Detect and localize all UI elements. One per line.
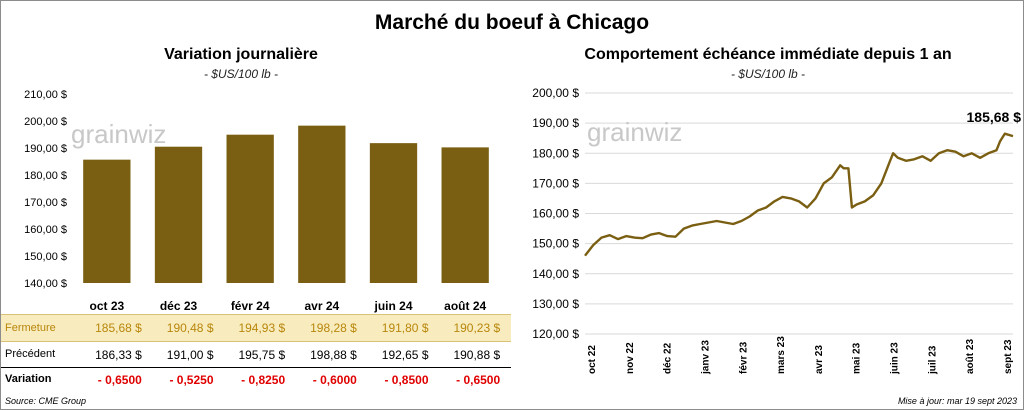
x-tick-label: août 24 bbox=[444, 299, 486, 313]
source-note: Source: CME Group bbox=[5, 396, 87, 406]
y-tick-label: 150,00 $ bbox=[532, 237, 579, 251]
line-watermark: grainwiz bbox=[587, 117, 682, 147]
line-chart: 120,00 $ 130,00 $ 140,00 $ 150,00 $ 160,00 $… bbox=[532, 86, 1022, 375]
x-tick-label: avr 24 bbox=[304, 299, 339, 313]
y-tick-label: 140,00 $ bbox=[24, 278, 67, 290]
table-cell: 192,65 $ bbox=[381, 348, 429, 362]
change-label: Variation bbox=[5, 373, 52, 385]
x-tick-label: nov 22 bbox=[625, 342, 636, 374]
bar bbox=[154, 146, 203, 283]
y-tick-label: 150,00 $ bbox=[24, 251, 67, 263]
table-cell: 190,88 $ bbox=[453, 348, 501, 362]
x-tick-label: sept 23 bbox=[1003, 339, 1014, 374]
bar bbox=[83, 159, 131, 283]
y-tick-label: 210,00 $ bbox=[24, 89, 67, 101]
close-row: Fermeture bbox=[1, 314, 511, 342]
table-cell: 190,48 $ bbox=[166, 321, 214, 335]
close-label: Fermeture bbox=[5, 322, 56, 334]
y-tick-label: 160,00 $ bbox=[24, 224, 67, 236]
x-tick-label: déc 22 bbox=[663, 342, 674, 374]
y-tick-label: 120,00 $ bbox=[532, 327, 579, 341]
watermark-text: grainwiz bbox=[587, 117, 682, 147]
table-cell: 191,00 $ bbox=[166, 348, 214, 362]
bar bbox=[369, 143, 418, 283]
y-tick-label: 140,00 $ bbox=[532, 267, 579, 281]
bar-chart-unit: - $US/100 lb - bbox=[203, 67, 279, 81]
bar-watermark: grainwiz bbox=[71, 119, 166, 149]
table-cell: - 0,5250 bbox=[169, 373, 214, 387]
table-cell: 195,75 $ bbox=[238, 348, 286, 362]
bar-chart: grainwiz 140,00 $ 150,00 $ 160,00 $ 170,00 $… bbox=[24, 89, 489, 313]
x-tick-label: févr 24 bbox=[231, 299, 270, 313]
line-chart-unit: - $US/100 lb - bbox=[730, 67, 806, 81]
y-tick-label: 130,00 $ bbox=[532, 297, 579, 311]
bar-chart-title: Variation journalière bbox=[164, 46, 318, 63]
table-cell: - 0,8250 bbox=[241, 373, 286, 387]
table-cell: 194,93 $ bbox=[238, 321, 286, 335]
y-tick-label: 200,00 $ bbox=[532, 86, 579, 100]
y-tick-label: 180,00 $ bbox=[532, 146, 579, 160]
table-cell: 198,28 $ bbox=[310, 321, 357, 335]
x-tick-label: déc 23 bbox=[160, 299, 198, 313]
main-title: Marché du boeuf à Chicago bbox=[374, 11, 650, 34]
bar bbox=[441, 147, 489, 283]
table-cell: 186,33 $ bbox=[95, 348, 142, 362]
x-tick-label: juin 24 bbox=[373, 299, 412, 313]
y-tick-label: 190,00 $ bbox=[24, 143, 67, 155]
x-tick-label: avr 23 bbox=[814, 345, 825, 374]
change-row: Variation bbox=[1, 368, 511, 392]
x-tick-label: mai 23 bbox=[852, 342, 863, 374]
y-tick-label: 160,00 $ bbox=[532, 207, 579, 221]
x-tick-label: juin 23 bbox=[890, 342, 901, 375]
table-cell: 191,80 $ bbox=[381, 321, 429, 335]
x-tick-label: janv 23 bbox=[700, 340, 711, 375]
line-chart-title: Comportement échéance immédiate depuis 1… bbox=[584, 46, 952, 63]
price-line bbox=[584, 132, 1014, 257]
previous-row: Précédent bbox=[1, 341, 511, 368]
y-tick-label: 200,00 $ bbox=[24, 116, 67, 128]
last-value-label: 185,68 $ bbox=[967, 109, 1022, 125]
x-tick-label: févr 23 bbox=[738, 341, 749, 374]
table-cell: - 0,6500 bbox=[97, 373, 142, 387]
previous-label: Précédent bbox=[5, 348, 56, 360]
x-tick-label: oct 22 bbox=[587, 345, 598, 374]
x-tick-label: juil 23 bbox=[927, 345, 938, 375]
x-tick-label: août 23 bbox=[965, 339, 976, 374]
bar bbox=[226, 134, 274, 283]
table-cell: - 0,8500 bbox=[384, 373, 429, 387]
x-tick-label: mars 23 bbox=[776, 336, 787, 374]
y-tick-label: 190,00 $ bbox=[532, 116, 579, 130]
table-cell: 185,68 $ bbox=[95, 321, 142, 335]
table-cell: 190,23 $ bbox=[453, 321, 501, 335]
update-note: Mise à jour: mar 19 sept 2023 bbox=[897, 396, 1017, 406]
watermark-text: grainwiz bbox=[71, 119, 166, 149]
y-tick-label: 170,00 $ bbox=[532, 176, 579, 190]
y-tick-label: 170,00 $ bbox=[24, 197, 67, 209]
y-tick-label: 180,00 $ bbox=[24, 170, 67, 182]
table-cell: 198,88 $ bbox=[310, 348, 357, 362]
table-cell: - 0,6000 bbox=[312, 373, 357, 387]
bar bbox=[298, 125, 346, 283]
table-cell: - 0,6500 bbox=[456, 373, 501, 387]
x-tick-label: oct 23 bbox=[89, 299, 124, 313]
